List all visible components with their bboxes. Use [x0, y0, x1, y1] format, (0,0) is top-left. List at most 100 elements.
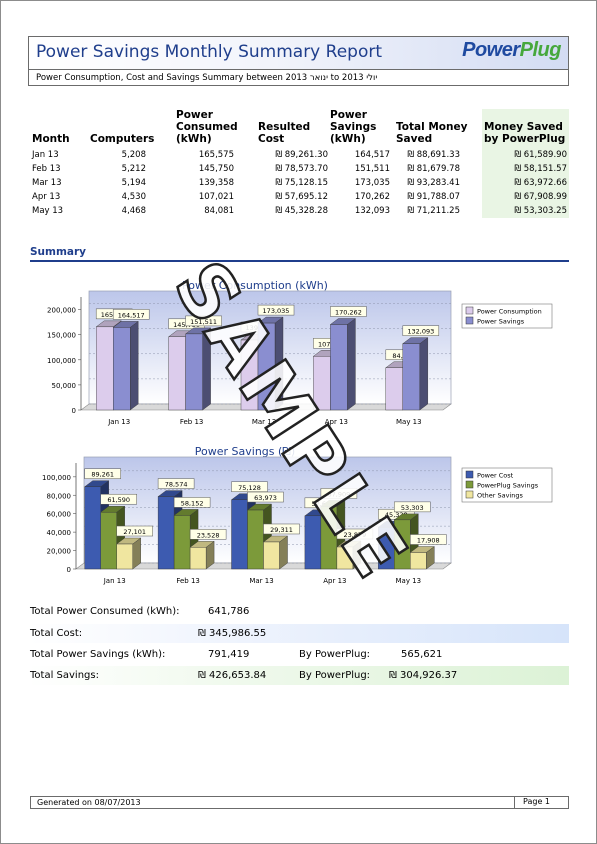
x-tick-label: Jan 13 — [103, 577, 126, 585]
monthly-table: Month Computers Power Consumed (kWh) Res… — [30, 109, 569, 218]
cell-total-money-saved: ₪ 91,788.07 — [407, 192, 460, 202]
table-row: Feb 13 5,212 145,750 ₪ 78,573.70 151,511… — [30, 162, 569, 176]
data-label-box — [231, 481, 268, 493]
data-label-box — [402, 325, 440, 336]
bar — [247, 509, 264, 570]
cell-computers: 4,468 — [121, 206, 146, 216]
data-label: 23,879 — [344, 531, 367, 539]
legend-box — [461, 303, 553, 329]
chart-title: Power Consumption (kWh) — [182, 279, 328, 292]
y-tick-label: 0 — [72, 407, 76, 415]
data-label: 151,511 — [190, 318, 217, 326]
total-savings-value: ₪ 426,653.84 — [198, 670, 267, 681]
powerplug-logo: PowerPlug — [462, 39, 561, 61]
bar — [189, 547, 207, 570]
by-powerplug-label: By PowerPlug: — [299, 649, 371, 660]
data-label: 164,517 — [118, 311, 145, 319]
bar — [336, 546, 354, 570]
data-label: 132,093 — [407, 328, 434, 336]
bar — [100, 512, 117, 570]
total-power-consumed-label: Total Power Consumed (kWh): — [30, 606, 180, 617]
x-tick-label: Apr 13 — [325, 418, 348, 426]
data-label: 170,262 — [335, 308, 362, 316]
data-label: 78,574 — [165, 481, 188, 489]
title-band: Power Savings Monthly Summary Report Pow… — [29, 37, 568, 70]
total-power-consumed-value: 641,786 — [208, 606, 250, 617]
x-tick-label: May 13 — [396, 418, 422, 426]
savings-pp-value: ₪ 304,926.37 — [389, 670, 458, 681]
bar-side — [419, 337, 428, 411]
cell-month: May 13 — [32, 206, 64, 216]
data-label-box — [247, 491, 284, 503]
col-power-consumed: Power Consumed (kWh) — [176, 109, 238, 145]
x-tick-label: Feb 13 — [180, 418, 204, 426]
cell-month: Jan 13 — [32, 150, 59, 160]
cell-total-money-saved: ₪ 93,283.41 — [407, 178, 460, 188]
cell-month: Feb 13 — [32, 164, 61, 174]
cell-total-money-saved: ₪ 71,211.25 — [407, 206, 460, 216]
bar — [173, 515, 191, 570]
col-computers: Computers — [90, 133, 155, 145]
bar — [185, 333, 203, 411]
data-label-box — [173, 497, 211, 508]
report-header: Power Savings Monthly Summary Report Pow… — [28, 36, 569, 86]
cell-total-money-saved: ₪ 88,691.33 — [407, 150, 460, 160]
report-subtitle: Power Consumption, Cost and Savings Summ… — [36, 73, 378, 83]
x-tick-label: May 13 — [395, 577, 421, 585]
y-tick-label: 200,000 — [47, 307, 76, 315]
legend-label: PowerPlug Savings — [477, 482, 539, 490]
data-label: 63,973 — [254, 494, 277, 502]
bar — [95, 326, 114, 411]
table-row: Jan 13 5,208 165,575 ₪ 89,261.30 164,517… — [30, 148, 569, 162]
bar-side — [347, 318, 356, 411]
data-label: 173,035 — [263, 307, 290, 315]
legend-swatch — [465, 316, 474, 325]
page-number: Page 1 — [514, 796, 568, 809]
summary-divider — [30, 260, 569, 262]
summary-heading: Summary — [30, 246, 87, 258]
y-tick-label: 100,000 — [47, 357, 76, 365]
data-label: 58,152 — [181, 499, 204, 507]
data-label-box — [116, 525, 153, 537]
total-savings-label: Total Savings: — [30, 670, 99, 681]
data-label: 17,908 — [417, 536, 440, 544]
data-label-box — [189, 529, 227, 540]
col-resulted-cost: Resulted Cost — [258, 121, 311, 145]
data-label: 29,311 — [270, 526, 293, 534]
table-row: Mar 13 5,194 139,358 ₪ 75,128.15 173,035… — [30, 176, 569, 190]
y-tick-label: 150,000 — [47, 332, 76, 340]
cell-power-consumed: 165,575 — [198, 150, 234, 160]
data-label-box — [394, 501, 431, 513]
total-cost-label: Total Cost: — [30, 628, 83, 639]
cell-power-savings: 164,517 — [354, 150, 390, 160]
data-label: 67,909 — [328, 490, 351, 498]
data-label-box — [330, 306, 367, 317]
cell-total-money-saved: ₪ 81,679.78 — [407, 164, 460, 174]
data-label: 61,590 — [107, 496, 130, 504]
total-cost-value: ₪ 345,986.55 — [198, 628, 267, 639]
data-label: 75,128 — [238, 484, 261, 492]
legend-label: Power Consumption — [477, 308, 542, 316]
cell-computers: 4,530 — [121, 192, 146, 202]
x-tick-label: Feb 13 — [176, 577, 200, 585]
bar-side — [129, 320, 139, 411]
x-tick-label: Jan 13 — [107, 418, 130, 426]
by-powerplug-label-2: By PowerPlug: — [299, 670, 371, 681]
col-power-savings: Power Savings (kWh) — [330, 109, 377, 145]
legend-swatch — [465, 490, 474, 499]
y-tick-label: 0 — [67, 566, 71, 574]
data-label-box — [185, 315, 222, 327]
cell-resulted-cost: ₪ 78,573.70 — [275, 164, 328, 174]
chart-title: Power Savings (₪) — [195, 445, 295, 458]
bar — [112, 327, 131, 411]
data-label: 89,261 — [91, 471, 114, 479]
x-tick-label: Mar 13 — [252, 418, 276, 426]
y-tick-label: 80,000 — [47, 492, 72, 500]
col-month: Month — [32, 133, 70, 145]
total-savings-row-bg — [28, 666, 569, 685]
table-row: May 13 4,468 84,081 ₪ 45,328.28 132,093 … — [30, 204, 569, 218]
bar — [116, 543, 133, 570]
power-savings-pp-value: 565,621 — [401, 649, 443, 660]
bar — [263, 541, 280, 570]
